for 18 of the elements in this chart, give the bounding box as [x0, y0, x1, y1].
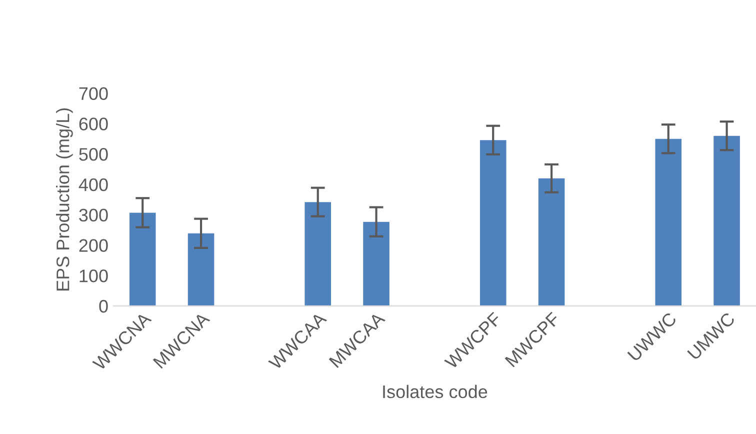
bar: [363, 222, 390, 306]
bar: [304, 202, 332, 306]
y-tick-label: 200: [79, 239, 108, 252]
y-tick-label: 300: [79, 208, 108, 222]
y-tick-label: 500: [79, 148, 108, 161]
bar: [188, 233, 214, 306]
bar: [480, 140, 506, 306]
y-tick-label: 100: [80, 270, 108, 282]
x-axis-title: Isolates code: [383, 384, 488, 398]
bar: [714, 136, 740, 306]
y-tick-label: 400: [78, 178, 108, 192]
bar: [538, 178, 565, 306]
bar: [655, 138, 682, 306]
bar: [129, 212, 156, 306]
y-tick-label: 0: [99, 300, 108, 313]
y-tick-label: 700: [79, 87, 108, 100]
y-tick-label: 600: [79, 118, 108, 130]
y-axis-title: EPS Production (mg/L): [56, 108, 73, 290]
